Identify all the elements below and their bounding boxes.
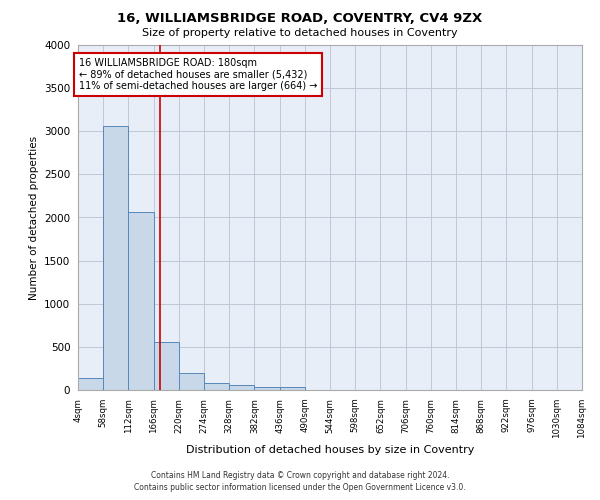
Bar xyxy=(128,212,154,390)
Bar xyxy=(78,378,103,390)
Bar xyxy=(154,342,179,390)
Y-axis label: Number of detached properties: Number of detached properties xyxy=(29,136,38,300)
Text: 16 WILLIAMSBRIDGE ROAD: 180sqm
← 89% of detached houses are smaller (5,432)
11% : 16 WILLIAMSBRIDGE ROAD: 180sqm ← 89% of … xyxy=(79,58,317,91)
Text: Contains HM Land Registry data © Crown copyright and database right 2024.
Contai: Contains HM Land Registry data © Crown c… xyxy=(134,471,466,492)
Bar xyxy=(204,383,229,390)
Bar xyxy=(179,373,204,390)
Bar xyxy=(229,386,254,390)
X-axis label: Distribution of detached houses by size in Coventry: Distribution of detached houses by size … xyxy=(186,445,474,455)
Bar xyxy=(280,388,305,390)
Bar xyxy=(103,126,128,390)
Bar xyxy=(254,387,280,390)
Text: Size of property relative to detached houses in Coventry: Size of property relative to detached ho… xyxy=(142,28,458,38)
Text: 16, WILLIAMSBRIDGE ROAD, COVENTRY, CV4 9ZX: 16, WILLIAMSBRIDGE ROAD, COVENTRY, CV4 9… xyxy=(118,12,482,26)
